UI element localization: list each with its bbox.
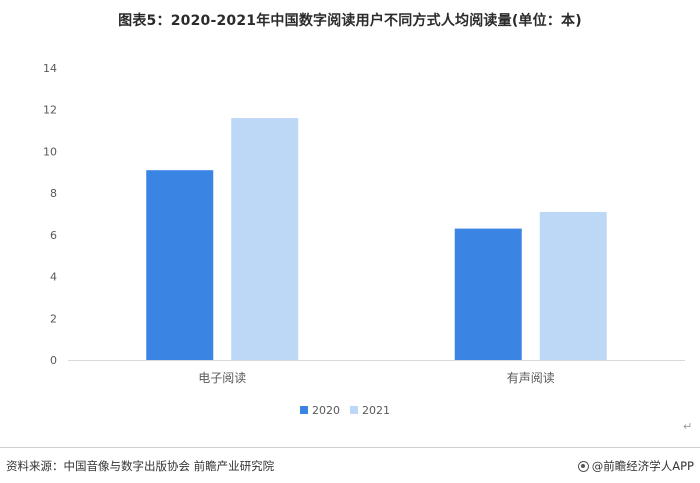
footer-brand: @前瞻经济学人APP (577, 458, 694, 474)
qianzhan-logo-icon (577, 460, 589, 472)
y-axis-ticks: 0 2 4 6 8 10 12 14 (43, 62, 57, 367)
x-category-label: 有声阅读 (507, 371, 555, 385)
y-tick-label: 10 (43, 145, 57, 158)
x-axis-categories: 电子阅读 有声阅读 (198, 371, 555, 385)
bar-2021-1 (231, 118, 299, 360)
y-tick-label: 4 (50, 271, 57, 284)
chart-plot-area: 0 2 4 6 8 10 12 14 电子阅读 有声阅读 2020 2021 (43, 62, 685, 417)
y-tick-label: 2 (50, 312, 57, 325)
legend: 2020 2021 (300, 404, 390, 417)
legend-swatch-2020 (300, 406, 308, 414)
chart-title: 图表5：2020-2021年中国数字阅读用户不同方式人均阅读量(单位：本) (118, 13, 582, 29)
x-category-label: 电子阅读 (198, 371, 246, 385)
y-tick-label: 12 (43, 104, 57, 117)
footer-brand-label: @前瞻经济学人APP (591, 459, 694, 473)
footer-source: 资料来源：中国音像与数字出版协会 前瞻产业研究院 (6, 459, 275, 473)
bar-2020-1 (146, 170, 214, 360)
return-icon: ↵ (683, 420, 693, 433)
y-tick-label: 0 (50, 354, 57, 367)
y-tick-label: 8 (50, 187, 57, 200)
y-tick-label: 6 (50, 229, 57, 242)
footer-divider (0, 447, 700, 448)
legend-label: 2021 (362, 404, 390, 417)
legend-label: 2020 (312, 404, 340, 417)
bar-2021-2 (539, 211, 607, 360)
y-tick-label: 14 (43, 62, 57, 75)
bar-2020-2 (454, 228, 522, 360)
bar-group (146, 118, 607, 360)
legend-swatch-2021 (350, 406, 358, 414)
